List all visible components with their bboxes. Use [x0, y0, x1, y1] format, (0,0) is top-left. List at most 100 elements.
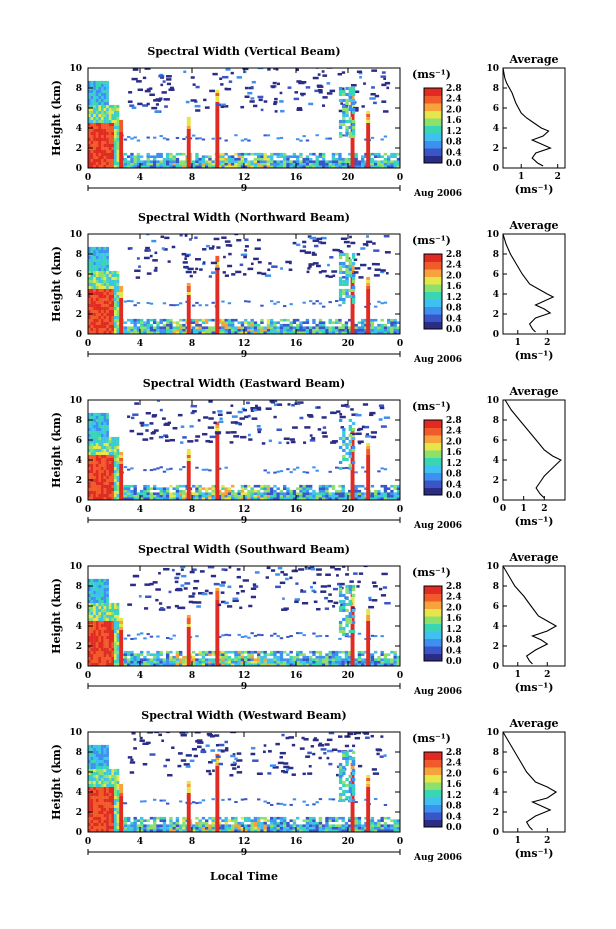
scatter-cell: [279, 100, 284, 103]
heatmap-cell: [198, 487, 202, 490]
heatmap-cell: [123, 494, 128, 498]
heatmap-cell: [224, 331, 228, 334]
heatmap-cell: [374, 326, 378, 329]
heatmap-cell: [114, 638, 117, 642]
heatmap-cell: [133, 326, 137, 329]
heatmap-cell: [103, 288, 107, 292]
heatmap-cell: [93, 427, 96, 431]
heatmap-cell: [309, 484, 313, 488]
scatter-cell: [257, 430, 261, 434]
heatmap-cell: [90, 285, 94, 289]
heatmap-cell: [153, 160, 157, 163]
heatmap-cell: [338, 155, 342, 158]
spike-cell: [215, 321, 220, 325]
scatter-cell: [340, 237, 348, 241]
heatmap-cell: [103, 92, 107, 96]
heatmap-cell: [357, 653, 362, 656]
heatmap-cell: [111, 155, 115, 159]
spike-cell: [215, 270, 220, 274]
heatmap-cell: [374, 318, 378, 322]
heatmap-cell: [322, 492, 326, 495]
heatmap-cell: [172, 165, 176, 168]
cluster-cell: [348, 454, 353, 458]
profile-y-tick-label: 8: [493, 582, 499, 592]
heatmap-cell: [116, 493, 120, 497]
colorbar-segment: [424, 103, 442, 111]
heatmap-cell: [90, 276, 94, 280]
heatmap-cell: [354, 331, 358, 334]
scatter-cell: [221, 103, 227, 107]
heatmap-cell: [299, 497, 303, 500]
heatmap-cell: [348, 160, 352, 163]
scatter-cell: [229, 441, 234, 444]
heatmap-cell: [237, 321, 241, 324]
heatmap-cell: [182, 160, 186, 163]
y-tick-label: 6: [76, 436, 82, 446]
heatmap-cell: [299, 484, 303, 488]
heatmap-cell: [302, 321, 306, 324]
cluster-cell: [351, 593, 356, 597]
heatmap-cell: [111, 650, 115, 654]
heatmap-cell: [93, 478, 96, 482]
heatmap-cell: [103, 125, 107, 129]
heatmap-cell: [111, 318, 115, 322]
heatmap-cell: [123, 165, 128, 168]
heatmap-cell: [253, 634, 258, 637]
spike-cell: [119, 149, 124, 153]
heatmap-cell: [146, 633, 150, 636]
heatmap-cell: [302, 157, 306, 161]
heatmap-cell: [98, 647, 102, 651]
scatter-cell: [224, 274, 229, 277]
heatmap-cell: [250, 663, 254, 666]
heatmap-cell: [111, 620, 115, 624]
date-label: Aug 2006: [413, 355, 462, 365]
heatmap-cell: [198, 318, 202, 322]
heatmap-cell: [328, 497, 332, 500]
spike-cell: [350, 478, 355, 482]
heatmap-cell: [218, 321, 222, 324]
heatmap-cell: [133, 304, 137, 307]
heatmap-cell: [101, 155, 104, 159]
heatmap-cell: [383, 301, 388, 304]
scatter-cell: [368, 598, 372, 602]
scatter-cell: [382, 586, 388, 589]
heatmap-cell: [103, 116, 107, 120]
scatter-cell: [182, 436, 187, 439]
scatter-cell: [161, 91, 167, 94]
heatmap-cell: [286, 323, 290, 327]
spike-cell: [186, 131, 191, 135]
heatmap-cell: [90, 294, 94, 298]
heatmap-cell: [257, 165, 261, 168]
heatmap-cell: [90, 125, 94, 129]
heatmap-cell: [221, 494, 225, 498]
heatmap-cell: [224, 321, 228, 324]
heatmap-cell: [106, 451, 109, 455]
heatmap-cell: [106, 321, 109, 325]
spike-cell: [119, 312, 124, 316]
heatmap-cell: [276, 497, 280, 500]
heatmap-cell: [90, 83, 94, 87]
heatmap-cell: [192, 484, 196, 488]
spike-cell: [186, 321, 191, 325]
heatmap-cell: [88, 152, 91, 156]
heatmap-cell: [257, 157, 261, 161]
heatmap-cell: [396, 497, 400, 500]
heatmap-cell: [370, 653, 375, 656]
heatmap-cell: [172, 658, 176, 661]
profile-x-tick-label: 1: [521, 504, 527, 514]
heatmap-cell: [93, 638, 96, 642]
scatter-cell: [329, 89, 336, 93]
heatmap-cell: [240, 660, 245, 664]
heatmap-cell: [221, 326, 225, 329]
heatmap-cell: [106, 140, 109, 144]
heatmap-cell: [108, 442, 112, 446]
x-tick-label: 20: [342, 339, 355, 349]
heatmap-cell: [315, 650, 319, 654]
colorbar-segment: [424, 638, 442, 647]
heatmap-cell: [325, 326, 329, 329]
heatmap-cell: [95, 318, 99, 322]
heatmap-cell: [175, 653, 180, 656]
heatmap-cell: [95, 279, 99, 283]
heatmap-cell: [166, 165, 170, 168]
spike-cell: [119, 641, 124, 645]
